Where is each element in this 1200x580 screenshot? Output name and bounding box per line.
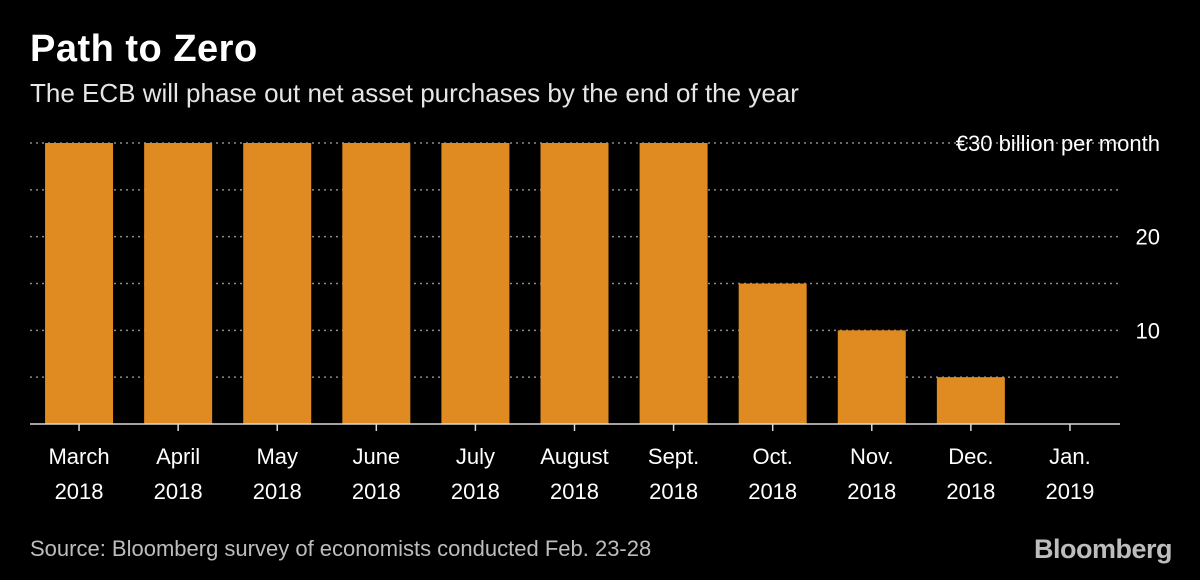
x-tick-label-month: Dec. <box>948 444 993 469</box>
bar <box>243 143 312 424</box>
x-tick-label-month: Sept. <box>648 444 699 469</box>
y-tick-label: 10 <box>1136 318 1160 343</box>
x-tick-label-month: June <box>352 444 400 469</box>
x-tick-label-month: Jan. <box>1049 444 1091 469</box>
bar <box>144 143 213 424</box>
x-tick-label-month: March <box>48 444 109 469</box>
x-tick-label-year: 2018 <box>352 479 401 504</box>
bar <box>936 377 1005 424</box>
x-tick-label-month: May <box>256 444 298 469</box>
x-tick-label-year: 2018 <box>154 479 203 504</box>
x-tick-label-year: 2018 <box>946 479 995 504</box>
bar <box>441 143 510 424</box>
x-tick-label-year: 2018 <box>847 479 896 504</box>
x-tick-label-month: July <box>456 444 495 469</box>
bar <box>639 143 708 424</box>
x-tick-label-month: Nov. <box>850 444 894 469</box>
y-unit-label: €30 billion per month <box>956 131 1160 156</box>
x-tick-label-year: 2019 <box>1045 479 1094 504</box>
x-tick-label-month: August <box>540 444 609 469</box>
bar <box>45 143 114 424</box>
y-tick-label: 20 <box>1136 225 1160 250</box>
x-tick-label-month: Oct. <box>753 444 793 469</box>
chart-subtitle: The ECB will phase out net asset purchas… <box>30 78 799 108</box>
x-tick-label-year: 2018 <box>55 479 104 504</box>
bar <box>738 283 807 424</box>
x-tick-label-month: April <box>156 444 200 469</box>
chart-title: Path to Zero <box>30 28 258 70</box>
x-tick-label-year: 2018 <box>649 479 698 504</box>
bloomberg-logo: Bloomberg <box>1033 534 1173 564</box>
bar <box>837 330 906 424</box>
x-tick-label-year: 2018 <box>451 479 500 504</box>
bar <box>540 143 609 424</box>
bar <box>342 143 411 424</box>
x-tick-label-year: 2018 <box>550 479 599 504</box>
x-tick-label-year: 2018 <box>253 479 302 504</box>
source-note: Source: Bloomberg survey of economists c… <box>30 536 652 561</box>
x-tick-label-year: 2018 <box>748 479 797 504</box>
